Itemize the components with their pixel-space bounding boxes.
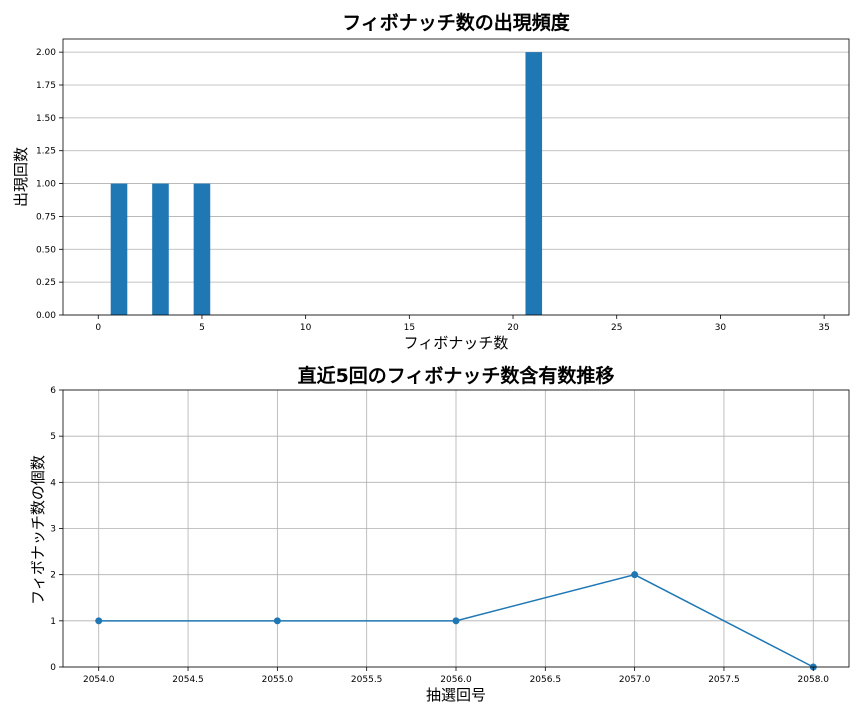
x-tick-label: 30 — [715, 323, 727, 333]
x-tick-label: 2058.0 — [798, 675, 830, 685]
y-tick-label: 2 — [50, 571, 56, 581]
bar — [193, 183, 211, 315]
y-tick-label: 2.00 — [36, 48, 56, 58]
x-axis-label: 抽選回号 — [426, 686, 486, 704]
y-tick-label: 0.25 — [36, 278, 56, 288]
y-tick-label: 1 — [50, 617, 56, 627]
plot-frame — [62, 38, 850, 316]
y-tick-label: 4 — [50, 478, 56, 488]
y-tick-label: 1.50 — [36, 114, 56, 124]
y-tick-label: 1.75 — [36, 81, 56, 91]
x-tick-label: 2055.5 — [351, 675, 383, 685]
y-tick-label: 1.00 — [36, 180, 56, 190]
x-tick-label: 35 — [818, 323, 829, 333]
line-chart: 直近5回のフィボナッチ数含有数推移 2054.0 2054.5 2055.0 2055… — [29, 364, 850, 704]
bar — [110, 183, 128, 315]
y-tick-label: 0 — [50, 663, 56, 673]
x-tick-label: 0 — [95, 323, 101, 333]
x-tick-label: 2056.5 — [530, 675, 562, 685]
chart-title: フィボナッチ数の出現頻度 — [342, 11, 571, 34]
x-tick-label: 2055.0 — [262, 675, 294, 685]
data-point — [273, 617, 281, 625]
x-tick-label: 2056.0 — [440, 675, 472, 685]
x-tick-label: 5 — [199, 323, 205, 333]
chart-title: 直近5回のフィボナッチ数含有数推移 — [298, 364, 615, 387]
y-tick-label: 0.00 — [36, 311, 56, 321]
bar — [152, 183, 169, 315]
gridlines — [63, 389, 849, 668]
y-tick-label: 3 — [50, 525, 56, 535]
x-tick-label: 2054.0 — [83, 675, 115, 685]
bars — [110, 52, 543, 316]
y-tick-label: 6 — [50, 386, 56, 396]
y-ticks: 0.00 0.25 0.50 0.75 1.00 1.25 1.50 1.75 2.00 — [36, 48, 63, 321]
y-tick-label: 1.25 — [36, 147, 56, 157]
y-ticks: 0 1 2 3 4 5 6 — [50, 386, 63, 673]
y-gridlines — [63, 51, 849, 316]
x-tick-label: 2057.5 — [708, 675, 740, 685]
x-ticks: 0 5 10 15 20 25 30 35 — [95, 315, 830, 333]
y-tick-label: 0.50 — [36, 245, 56, 255]
y-tick-label: 0.75 — [36, 212, 56, 222]
x-tick-label: 25 — [611, 323, 622, 333]
x-ticks: 2054.0 2054.5 2055.0 2055.5 2056.0 2056.5 2057… — [83, 667, 829, 685]
series-line — [95, 571, 817, 671]
data-point — [95, 617, 103, 625]
data-point — [452, 617, 460, 625]
x-tick-label: 20 — [507, 323, 519, 333]
data-point — [631, 571, 639, 579]
x-tick-label: 15 — [404, 323, 415, 333]
y-axis-label: 出現回数 — [12, 147, 30, 207]
y-axis-label: フィボナッチ数の個数 — [29, 455, 47, 605]
y-tick-label: 5 — [50, 432, 56, 442]
x-tick-label: 10 — [300, 323, 312, 333]
bar — [525, 52, 543, 316]
x-tick-label: 2057.0 — [619, 675, 651, 685]
bar-chart: フィボナッチ数の出現頻度 0 5 10 15 20 25 30 35 0.00 0.25 0.50… — [12, 11, 850, 352]
x-tick-label: 2054.5 — [172, 675, 204, 685]
x-axis-label: フィボナッチ数 — [404, 334, 509, 352]
